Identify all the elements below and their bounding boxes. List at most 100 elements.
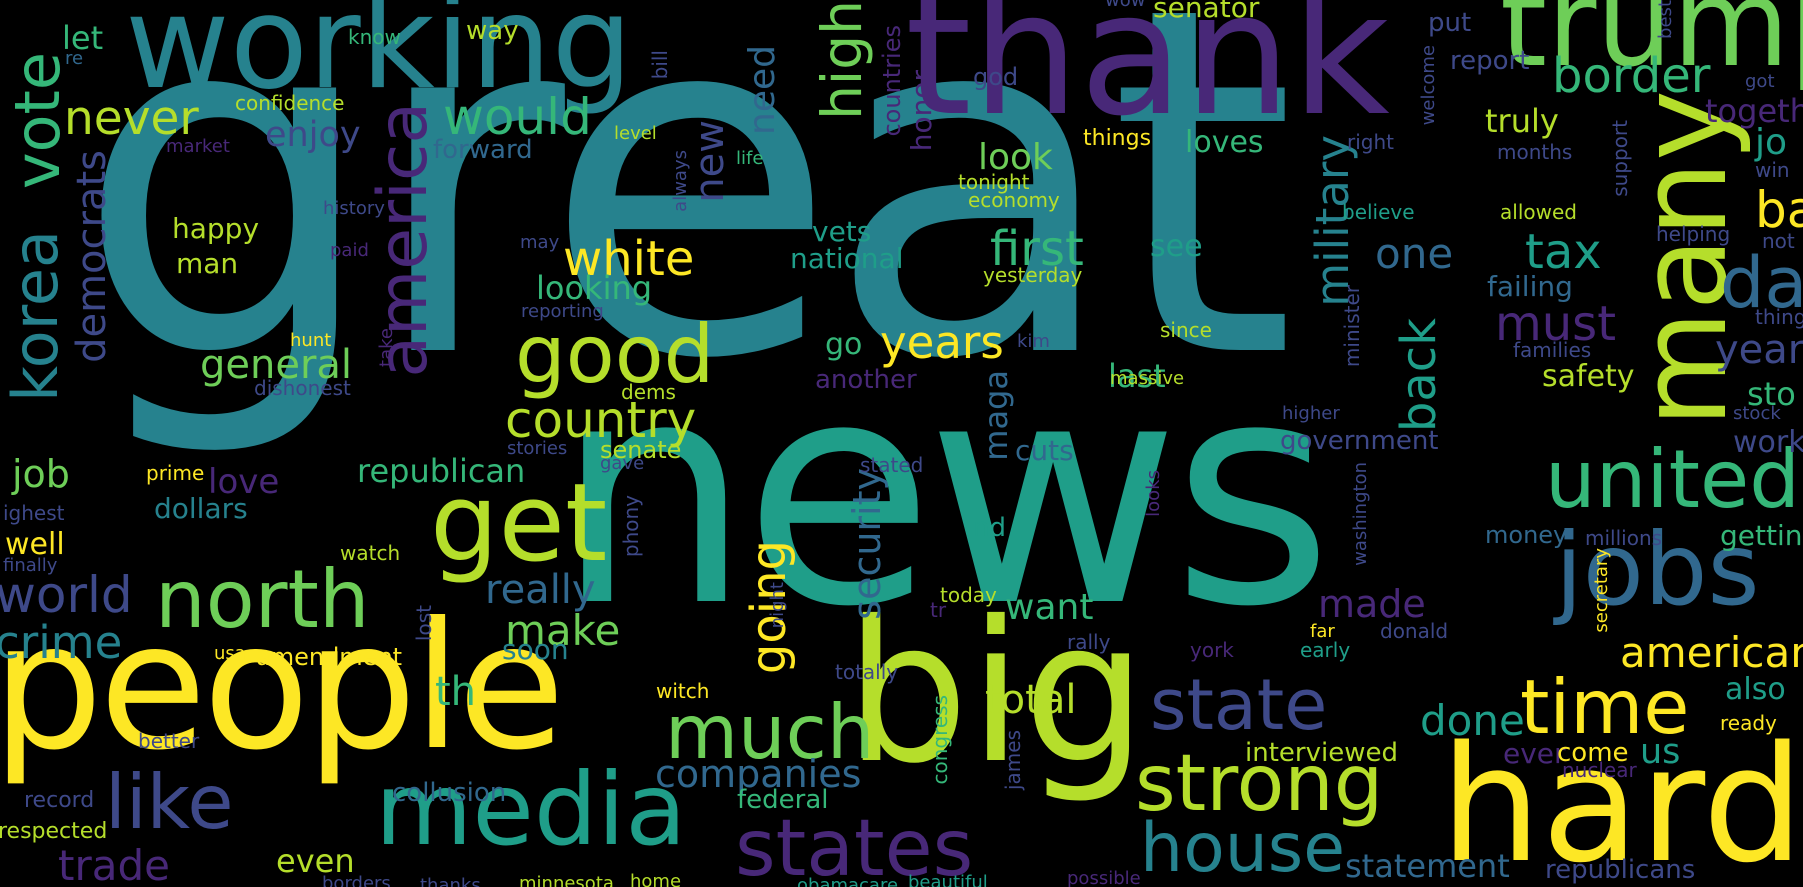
word-getting: getting — [1720, 519, 1803, 552]
word-years: years — [880, 316, 1004, 369]
word-today: today — [940, 583, 997, 607]
word-ready: ready — [1720, 711, 1777, 735]
word-dollars: dollars — [154, 492, 248, 525]
word-obamacare: obamacare — [797, 875, 899, 887]
word-countries: countries — [878, 25, 906, 137]
word-york: york — [1190, 638, 1234, 662]
word-rally: rally — [1067, 630, 1111, 654]
word-people: people — [0, 586, 565, 789]
word-months: months — [1497, 140, 1573, 164]
word-donald: donald — [1380, 619, 1449, 643]
word-well: well — [5, 527, 65, 562]
word-state: state — [1150, 664, 1328, 746]
word-amendment: amendment — [256, 643, 403, 671]
word-federal: federal — [737, 785, 829, 815]
word-got: got — [1745, 71, 1775, 92]
word-also: also — [1725, 672, 1786, 707]
word-republicans: republicans — [1545, 855, 1696, 885]
word-like: like — [105, 758, 234, 846]
word-senate: senate — [600, 436, 682, 464]
word-collusion: collusion — [392, 778, 507, 808]
word-news: news — [555, 314, 1333, 675]
word-want: want — [1005, 587, 1094, 628]
word-dishonest: dishonest — [254, 376, 351, 400]
word-right: right — [1347, 130, 1394, 154]
word-man: man — [176, 247, 239, 280]
word-stock: stock — [1733, 403, 1781, 424]
word-congress: congress — [928, 695, 952, 785]
word-hunt: hunt — [290, 330, 332, 351]
word-kim: kim — [1017, 331, 1050, 352]
word-interviewed: interviewed — [1245, 738, 1398, 768]
word-done: done — [1420, 696, 1525, 745]
word-failing: failing — [1487, 270, 1573, 303]
word-millions: millions — [1585, 526, 1663, 550]
word-made: made — [1318, 582, 1426, 626]
word-helping: helping — [1656, 222, 1731, 246]
word-level: level — [614, 123, 657, 144]
word-would: would — [443, 88, 592, 146]
word-higher: higher — [1282, 403, 1340, 424]
word-government: government — [1280, 426, 1439, 456]
word-history: history — [323, 198, 385, 219]
word-stories: stories — [507, 438, 568, 459]
word-far: far — [1310, 621, 1335, 642]
word-country: country — [505, 391, 697, 449]
word-vote: vote — [1, 52, 74, 190]
word-back: back — [1391, 318, 1447, 433]
word-even: even — [276, 842, 355, 880]
word-big: big — [845, 579, 1147, 806]
word-security: security — [845, 468, 889, 620]
word-year: year — [1715, 327, 1803, 373]
word-white: white — [563, 231, 695, 287]
word-th: th — [435, 669, 477, 715]
word-always: always — [670, 150, 691, 212]
word-gave: gave — [600, 453, 645, 474]
word-national: national — [790, 242, 904, 275]
word-look: look — [978, 137, 1053, 178]
word-since: since — [1160, 318, 1212, 342]
word-americans: americans — [1620, 628, 1803, 677]
word-prime: prime — [146, 461, 205, 485]
word-work: work — [1733, 425, 1803, 460]
word-better: better — [138, 729, 200, 753]
word-thank: thank — [905, 0, 1390, 154]
word-let: let — [62, 19, 104, 57]
word-trade: trade — [58, 841, 170, 887]
word-another: another — [815, 365, 917, 395]
word-soon: soon — [502, 633, 569, 666]
word-minnesota: minnesota — [519, 873, 614, 887]
word-see: see — [1150, 229, 1203, 264]
word-da: da — [1720, 242, 1803, 324]
word-reporting: reporting — [521, 301, 604, 322]
word-secretary: secretary — [1591, 548, 1612, 633]
word-ever: ever — [1503, 737, 1566, 770]
word-beautiful: beautiful — [908, 872, 988, 887]
word-cuts: cuts — [1015, 434, 1074, 467]
word-know: know — [348, 25, 401, 49]
word-border: border — [1552, 48, 1711, 104]
word-bill: bill — [648, 50, 672, 80]
word-re: re — [65, 48, 84, 69]
word-totally: totally — [835, 660, 899, 684]
word-happy: happy — [172, 212, 260, 245]
word-yesterday: yesterday — [983, 263, 1083, 287]
word-good: good — [515, 308, 715, 401]
word-money: money — [1485, 521, 1568, 549]
word-witch: witch — [656, 679, 710, 703]
word-way: way — [466, 16, 519, 46]
word-dems: dems — [621, 380, 676, 404]
word-crime: crime — [0, 616, 123, 669]
word-win: win — [1755, 158, 1790, 182]
word-put: put — [1428, 8, 1472, 38]
word-honor: honor — [905, 70, 938, 152]
word-get: get — [430, 461, 608, 586]
word-record: record — [24, 788, 95, 813]
word-economy: economy — [968, 188, 1060, 212]
word-job: job — [12, 452, 70, 496]
word-time: time — [1520, 663, 1690, 751]
word-usa: usa — [214, 643, 246, 664]
word-massive: massive — [1110, 368, 1185, 389]
word-things: things — [1083, 126, 1152, 151]
